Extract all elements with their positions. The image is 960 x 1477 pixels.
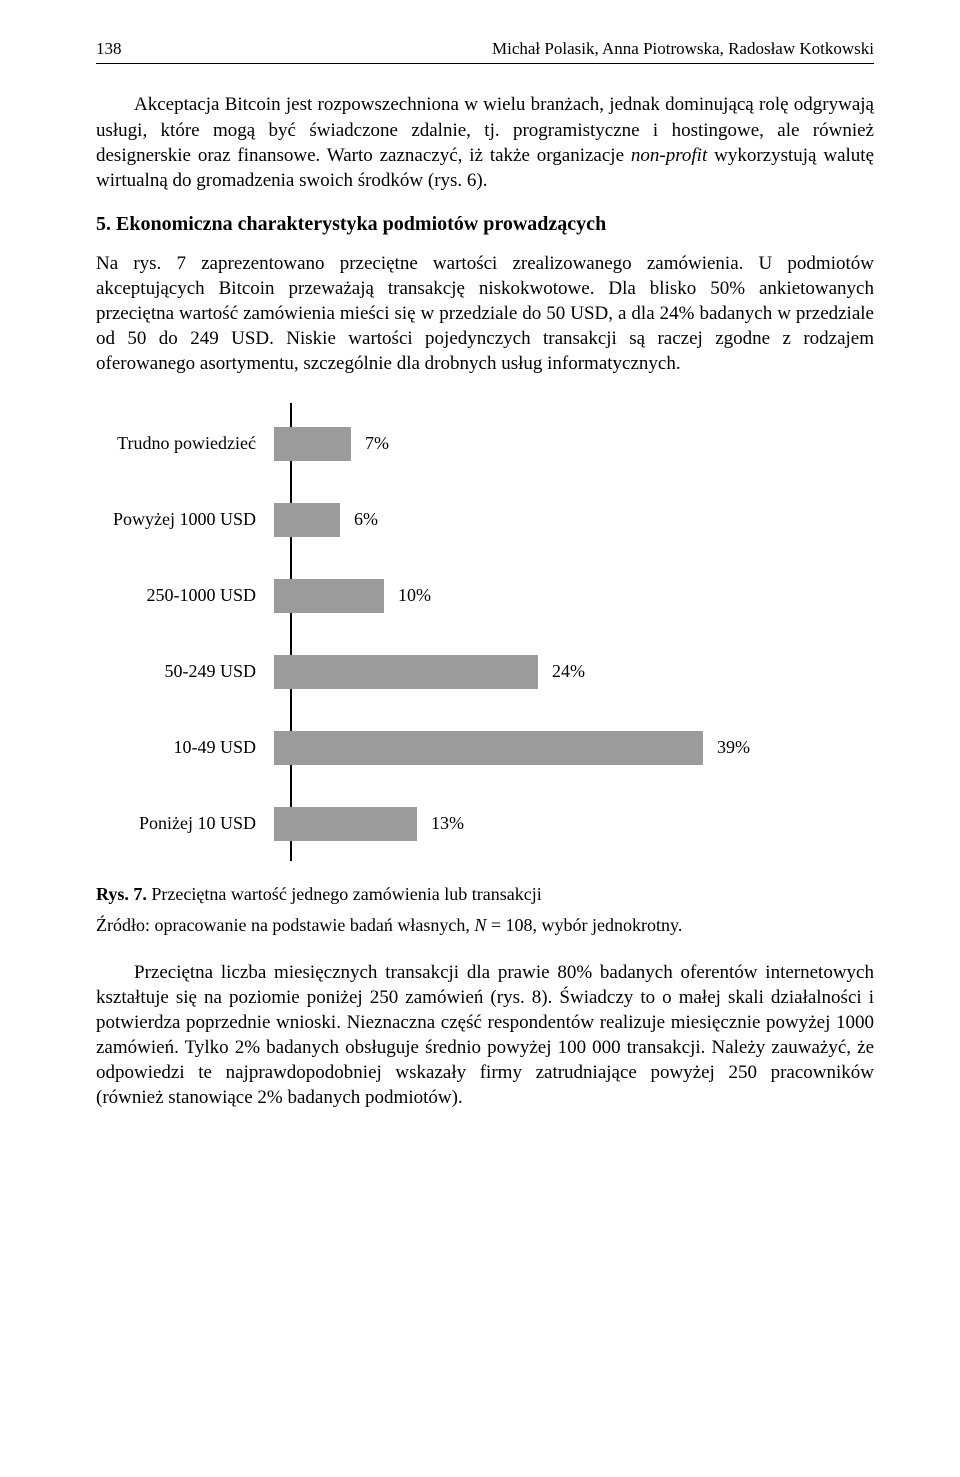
chart-bars: Trudno powiedzieć7% Powyżej 1000 USD6% 250… [290, 403, 874, 861]
bar [274, 579, 384, 613]
figure-7-chart: Trudno powiedzieć7%Powyżej 1000 USD6%250… [96, 403, 874, 861]
bar-row: 50-249 USD24% [292, 655, 874, 689]
page: 138 Michał Polasik, Anna Piotrowska, Rad… [0, 0, 960, 1477]
italic-term: non-profit [631, 145, 707, 166]
bar-value: 10% [384, 584, 431, 608]
page-number: 138 [96, 38, 122, 60]
header-authors: Michał Polasik, Anna Piotrowska, Radosła… [492, 38, 874, 60]
bar-label: 50-249 USD [104, 660, 274, 684]
running-header: 138 Michał Polasik, Anna Piotrowska, Rad… [96, 38, 874, 64]
bar-label: Trudno powiedzieć [104, 432, 274, 456]
chart-plot-area: Trudno powiedzieć7% Powyżej 1000 USD6% 250… [290, 403, 874, 861]
bar [274, 731, 703, 765]
figure-title: Przeciętna wartość jednego zamówienia lu… [147, 884, 542, 904]
bar-value: 24% [538, 660, 585, 684]
header-row: 138 Michał Polasik, Anna Piotrowska, Rad… [96, 38, 874, 60]
paragraph-section-body: Na rys. 7 zaprezentowano przeciętne wart… [96, 251, 874, 376]
bar-row: 10-49 USD39% [292, 731, 874, 765]
bar [274, 807, 417, 841]
bar-label: Powyżej 1000 USD [104, 508, 274, 532]
section-heading: 5. Ekonomiczna charakterystyka podmiotów… [96, 211, 874, 237]
bar-value: 39% [703, 736, 750, 760]
bar-label: 10-49 USD [104, 736, 274, 760]
figure-number: Rys. 7. [96, 884, 147, 904]
bar-value: 7% [351, 432, 389, 456]
italic-n: N [474, 915, 486, 935]
figure-source: Źródło: opracowanie na podstawie badań w… [96, 914, 874, 938]
bar [274, 427, 351, 461]
bar-value: 6% [340, 508, 378, 532]
bar-label: Poniżej 10 USD [104, 812, 274, 836]
bar-row: 250-1000 USD10% [292, 579, 874, 613]
bar-value: 13% [417, 812, 464, 836]
bar-label: 250-1000 USD [104, 584, 274, 608]
bar [274, 503, 340, 537]
bar-row: Poniżej 10 USD13% [292, 807, 874, 841]
bar-row: Trudno powiedzieć7% [292, 427, 874, 461]
paragraph-intro: Akceptacja Bitcoin jest rozpowszechniona… [96, 92, 874, 192]
figure-caption: Rys. 7. Przeciętna wartość jednego zamów… [96, 883, 874, 907]
bar [274, 655, 538, 689]
header-rule [96, 63, 874, 64]
paragraph-after-figure: Przeciętna liczba miesięcznych transakcj… [96, 960, 874, 1110]
bar-row: Powyżej 1000 USD6% [292, 503, 874, 537]
